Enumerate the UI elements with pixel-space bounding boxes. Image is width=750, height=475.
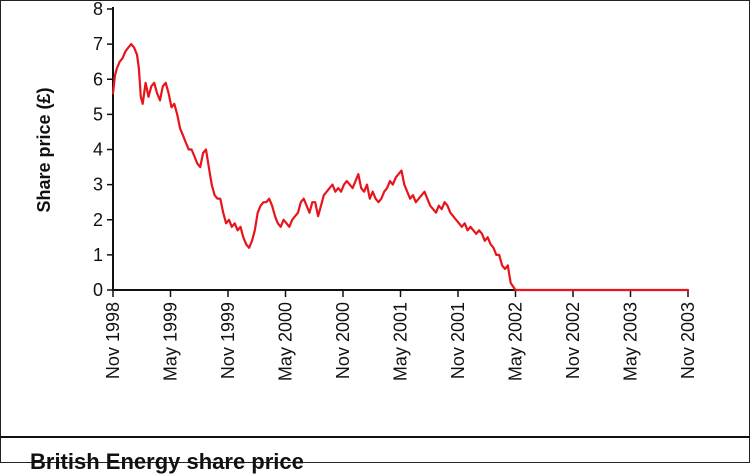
y-tick-label: 1 (93, 245, 103, 265)
x-tick-label: May 2003 (621, 302, 641, 381)
x-tick-label: Nov 2003 (678, 302, 698, 379)
x-tick-label: Nov 2000 (333, 302, 353, 379)
x-tick-label: May 2002 (506, 302, 526, 381)
x-tick-label: Nov 1999 (218, 302, 238, 379)
y-tick-label: 8 (93, 0, 103, 19)
y-tick-label: 5 (93, 104, 103, 124)
caption-divider (0, 436, 750, 438)
x-tick-label: Nov 2002 (563, 302, 583, 379)
share-price-chart: Share price (£) 0 1 2 3 4 5 6 7 8 Nov 1998 May 19… (34, 0, 698, 381)
x-tick-label: May 1999 (161, 302, 181, 381)
y-tick-label: 0 (93, 280, 103, 300)
share-price-line (111, 42, 690, 292)
x-tick-label: May 2000 (276, 302, 296, 381)
y-tick-label: 3 (93, 175, 103, 195)
y-tick-label: 4 (93, 140, 103, 160)
y-tick-label: 7 (93, 34, 103, 54)
x-tick-label: Nov 2001 (448, 302, 468, 379)
x-tick-label: Nov 1998 (103, 302, 123, 379)
y-tick-label: 6 (93, 69, 103, 89)
x-tick-label: May 2001 (391, 302, 411, 381)
y-axis-title: Share price (£) (34, 87, 54, 212)
y-tick-label: 2 (93, 210, 103, 230)
chart-caption: British Energy share price (30, 449, 304, 474)
